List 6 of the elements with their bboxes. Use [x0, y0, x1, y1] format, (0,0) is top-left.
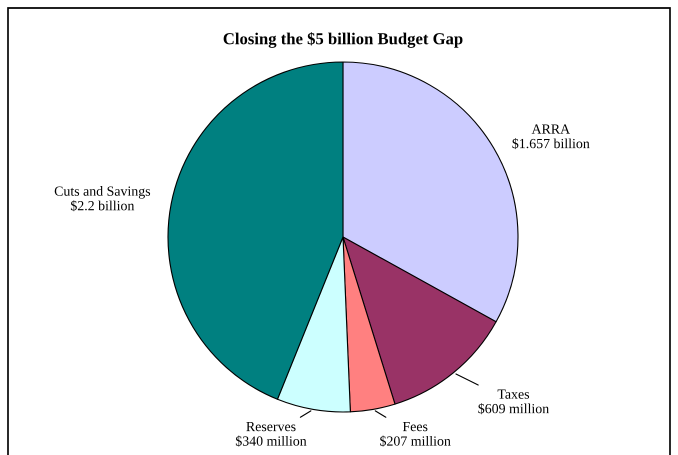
slice-label: Reserves $340 million [236, 422, 306, 447]
slice-label: Cuts and Savings $2.2 billion [54, 186, 150, 212]
slice-label: ARRA $1.657 billion [512, 124, 590, 150]
slice-label: Fees $207 million [380, 422, 451, 447]
chart-title: Closing the $5 billion Budget Gap [224, 32, 462, 48]
slice-label: Taxes $609 million [478, 390, 549, 414]
